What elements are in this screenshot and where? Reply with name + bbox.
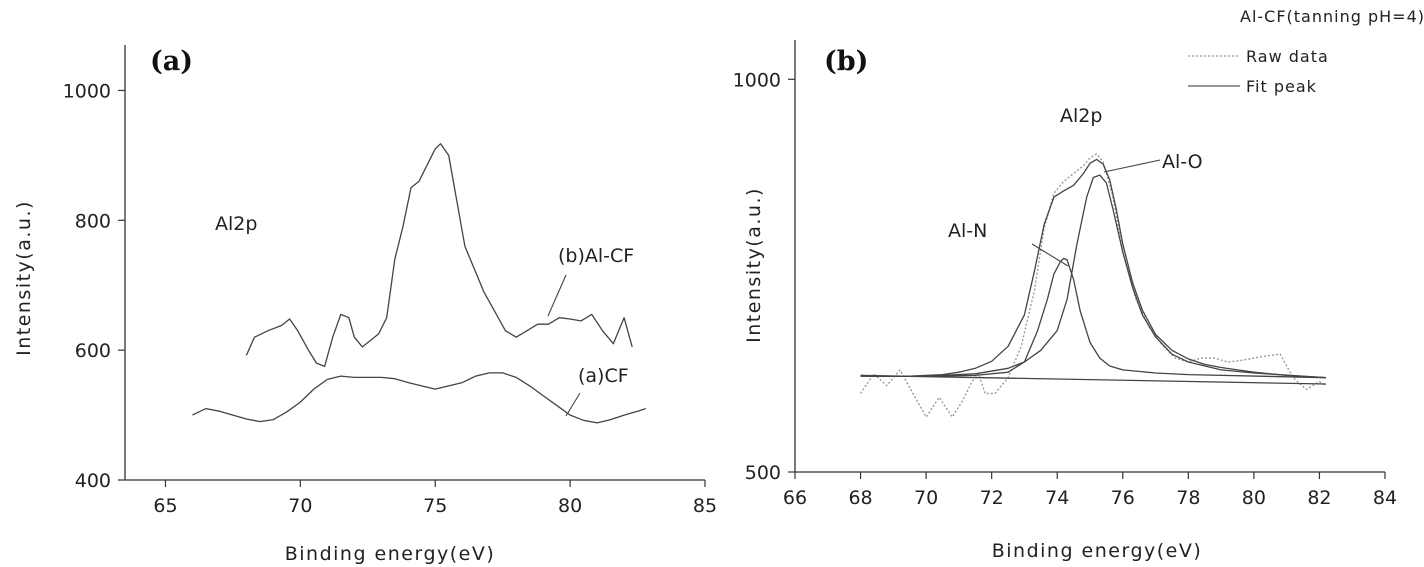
legend-label-raw-data: Raw data [1246, 47, 1329, 66]
panel-a-xlabel: Binding energy(eV) [285, 543, 496, 565]
panel-a-y-tick-label: 1000 [63, 80, 111, 102]
panel-b-leader-alo [1103, 159, 1161, 173]
panel-b-leader-aln [1031, 243, 1069, 267]
legend-label-fit-peak: Fit peak [1246, 77, 1317, 96]
panel-a-x-tick-label: 75 [423, 495, 447, 517]
panel-b-x-tick-label: 80 [1242, 487, 1266, 509]
legend-title: Al-CF(tanning pH=4) [1240, 7, 1424, 26]
panel-a-series-a-cf [192, 372, 646, 424]
panel-b-series-fit-peak [860, 158, 1327, 379]
panel-a-y-tick-label: 800 [75, 210, 111, 232]
panel-a-series-b-al-cf [245, 143, 633, 368]
panel-a-x-tick-label: 65 [153, 495, 177, 517]
panel-a-leader-alcf [547, 274, 567, 317]
legend: Al-CF(tanning pH=4) Raw data Fit peak [1188, 7, 1424, 96]
panel-b-x-tick-label: 82 [1307, 487, 1331, 509]
panel-b-x-tick-label: 78 [1176, 487, 1200, 509]
panel-a-ylabel: Intensity(a.u.) [13, 200, 35, 356]
panel-a-x-tick-label: 85 [693, 495, 717, 517]
panel-b-series-al-o [860, 174, 1327, 379]
panel-a-annotation-cf: (a)CF [578, 365, 629, 387]
panel-a-x-tick-label: 80 [558, 495, 582, 517]
panel-b-annotation-aln: Al-N [948, 220, 987, 242]
panel-b-y-tick-label: 500 [745, 462, 781, 484]
panel-a-leader-cf [565, 392, 581, 417]
panel-b-x-tick-label: 84 [1373, 487, 1397, 509]
panel-b-x-tick-label: 66 [783, 487, 807, 509]
panel-b-y-tick-label: 1000 [733, 69, 781, 91]
panel-b-x-tick-label: 72 [980, 487, 1004, 509]
panel-b-series-baseline [860, 374, 1327, 385]
panel-b-annotation-al2p: Al2p [1060, 105, 1102, 127]
panel-b-annotation-alo: Al-O [1162, 151, 1203, 173]
panel-b-x-tick-label: 74 [1045, 487, 1069, 509]
panel-b-ylabel: Intensity(a.u.) [743, 187, 765, 343]
panel-a-annotation-alcf: (b)Al-CF [558, 245, 634, 267]
panel-a-y-tick-label: 600 [75, 340, 111, 362]
panel-b-label: (b) [824, 46, 868, 77]
panel-a-annotation-al2p: Al2p [215, 213, 257, 235]
panel-b-series-al-n [860, 257, 1327, 379]
panel-a: (a) Al2p (b)Al-CF (a)CF Binding energy(e… [13, 45, 717, 565]
panel-b: (b) Al2p Al-O Al-N Binding energy(eV) In… [733, 7, 1424, 562]
panel-a-label: (a) [150, 46, 193, 77]
panel-a-y-tick-label: 400 [75, 470, 111, 492]
panel-b-xlabel: Binding energy(eV) [992, 540, 1203, 562]
panel-b-x-tick-label: 76 [1111, 487, 1135, 509]
panel-b-x-tick-label: 70 [914, 487, 938, 509]
panel-a-x-tick-label: 70 [288, 495, 312, 517]
panel-b-series-raw-data [860, 153, 1327, 418]
panel-b-x-tick-label: 68 [848, 487, 872, 509]
